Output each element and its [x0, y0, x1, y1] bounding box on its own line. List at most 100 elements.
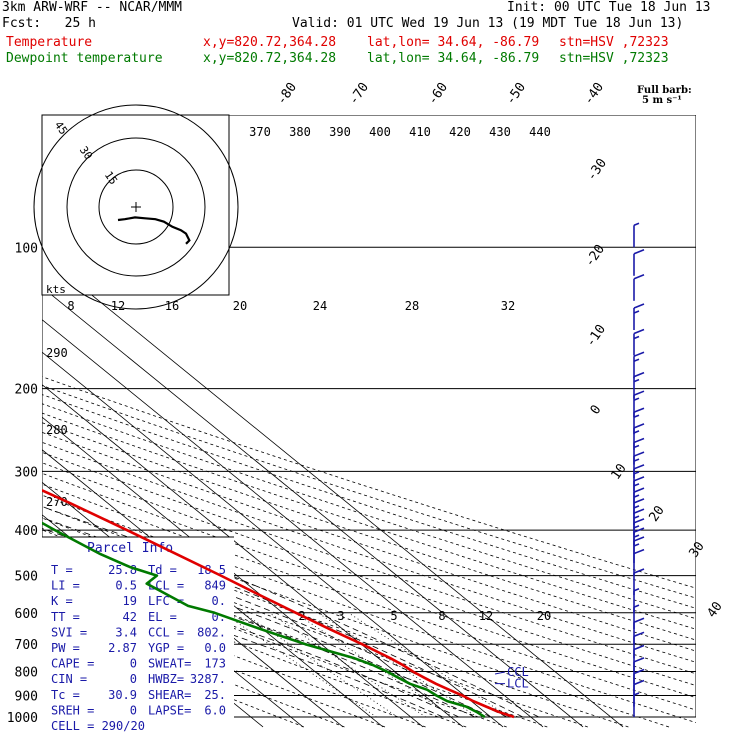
parcel-value: 30.9: [108, 688, 137, 702]
legend-temperature-name: Temperature: [6, 35, 93, 50]
hodograph-units-label: kts: [46, 283, 66, 296]
dry-adiabat: [42, 403, 696, 620]
pressure-tick-label: 200: [15, 383, 38, 398]
parcel-label: CCL =: [148, 625, 184, 639]
forecast-hour: Fcst: 25 h: [2, 16, 96, 31]
parcel-label: TT =: [51, 610, 80, 624]
model-title: 3km ARW-WRF -- NCAR/MMM: [2, 0, 183, 15]
moist-adiabat-label: 8: [67, 299, 74, 313]
parcel-label: CAPE =: [51, 657, 94, 671]
wind-barb: [633, 222, 640, 248]
legend-dewpoint-latlon: lat,lon= 34.64, -86.79: [367, 51, 540, 66]
parcel-value: 849: [204, 579, 226, 593]
isotherm-label: -70: [346, 80, 372, 108]
parcel-value: 0.5: [115, 579, 137, 593]
parcel-value: 0: [130, 703, 137, 717]
isotherm-label: -20: [582, 242, 608, 270]
hodograph-ring: [66, 137, 206, 277]
pressure-tick-label: 400: [15, 524, 38, 539]
dry-adiabat: [42, 494, 696, 724]
moist-adiabat-label: 16: [165, 299, 179, 313]
pressure-tick-label: 100: [15, 241, 38, 256]
wind-barb: [633, 568, 645, 596]
parcel-value: 3.4: [115, 625, 137, 639]
pressure-tick-label: 1000: [7, 711, 38, 726]
dry-adiabat: [42, 566, 467, 728]
moist-adiabat-label: 28: [405, 299, 419, 313]
wind-barb: [633, 328, 645, 356]
dry-adiabat: [42, 529, 588, 728]
parcel-value: 6.0: [204, 703, 226, 717]
mixing-ratio-label: 12: [479, 609, 493, 623]
mixing-ratio-label: 20: [537, 609, 551, 623]
legend-dewpoint-stn: stn=HSV ,72323: [559, 51, 669, 66]
moist-adiabat-label: 24: [313, 299, 327, 313]
legend-temperature-stn: stn=HSV ,72323: [559, 35, 669, 50]
theta-label: 370: [249, 125, 271, 139]
valid-time: Valid: 01 UTC Wed 19 Jun 13 (19 MDT Tue …: [292, 16, 684, 31]
isotherm-line: [42, 351, 504, 728]
dry-adiabat: [42, 376, 696, 589]
wind-barb: [633, 371, 645, 399]
pressure-tick-label: 900: [15, 690, 38, 705]
temperature-line: [42, 488, 515, 719]
pressure-tick-label: 700: [15, 638, 38, 653]
isotherm-line: [0, 237, 23, 727]
hodograph-ring-label: 30: [77, 144, 95, 162]
theta-label: 390: [329, 125, 351, 139]
parcel-label: EL =: [148, 610, 177, 624]
isotherm-line: [42, 449, 384, 728]
parcel-title: Parcel Info: [87, 541, 173, 556]
parcel-label: CIN =: [51, 672, 87, 686]
hodograph-trace: [117, 216, 191, 245]
isotherm-label: -60: [425, 80, 451, 108]
ccl-label: CCL: [507, 665, 529, 679]
isotherm-line: [42, 286, 584, 728]
parcel-value: 42: [123, 610, 137, 624]
isotherm-label: 20: [646, 503, 667, 524]
hodograph-ring-label: 15: [102, 169, 120, 187]
parcel-value: 3287.: [190, 672, 226, 686]
dry-adiabat: [42, 579, 426, 728]
dry-adiabat: [42, 541, 548, 728]
moist-adiabat-label: 12: [111, 299, 125, 313]
isotherm-line: [42, 481, 344, 728]
dry-adiabat: [42, 431, 696, 652]
parcel-label: SWEAT=: [148, 657, 191, 671]
mixing-ratio-label: 5: [390, 609, 397, 623]
mixing-ratio-label: 3: [337, 609, 344, 623]
ccl-marker: [494, 671, 506, 675]
wind-barb: [633, 274, 645, 301]
isotherm-label: 30: [686, 539, 707, 560]
parcel-label: PW =: [51, 641, 80, 655]
parcel-label: LAPSE=: [148, 703, 191, 717]
isotherm-line: [42, 319, 544, 728]
hodograph-ring: [98, 169, 174, 245]
isotherm-line: [42, 254, 624, 728]
lcl-label: LCL: [507, 677, 529, 691]
isotherm-label: -80: [274, 80, 300, 108]
init-time: Init: 00 UTC Tue 18 Jun 13: [507, 0, 711, 15]
theta-left-label: 280: [46, 423, 68, 437]
dewpoint-line: [42, 521, 486, 719]
parcel-value: 0.0: [204, 641, 226, 655]
isotherm-line: [42, 416, 424, 728]
isotherm-label: 10: [608, 461, 629, 482]
pressure-tick-label: 300: [15, 465, 38, 480]
isotherm-label: -40: [581, 80, 607, 108]
parcel-label: K =: [51, 594, 73, 608]
parcel-value: 173: [204, 657, 226, 671]
legend-dewpoint-name: Dewpoint temperature: [6, 51, 163, 66]
parcel-value: 2.87: [108, 641, 137, 655]
theta-label: 440: [529, 125, 551, 139]
parcel-label: YGP =: [148, 641, 184, 655]
parcel-label: SHEAR=: [148, 688, 191, 702]
isotherm-label: -10: [583, 322, 609, 350]
parcel-label: T =: [51, 563, 73, 577]
legend-temperature-xy: x,y=820.72,364.28: [203, 35, 337, 50]
hodograph-ring: [33, 104, 239, 310]
parcel-value: 25.: [204, 688, 226, 702]
parcel-label: Td =: [148, 563, 177, 577]
isotherm-label: -50: [503, 80, 529, 108]
